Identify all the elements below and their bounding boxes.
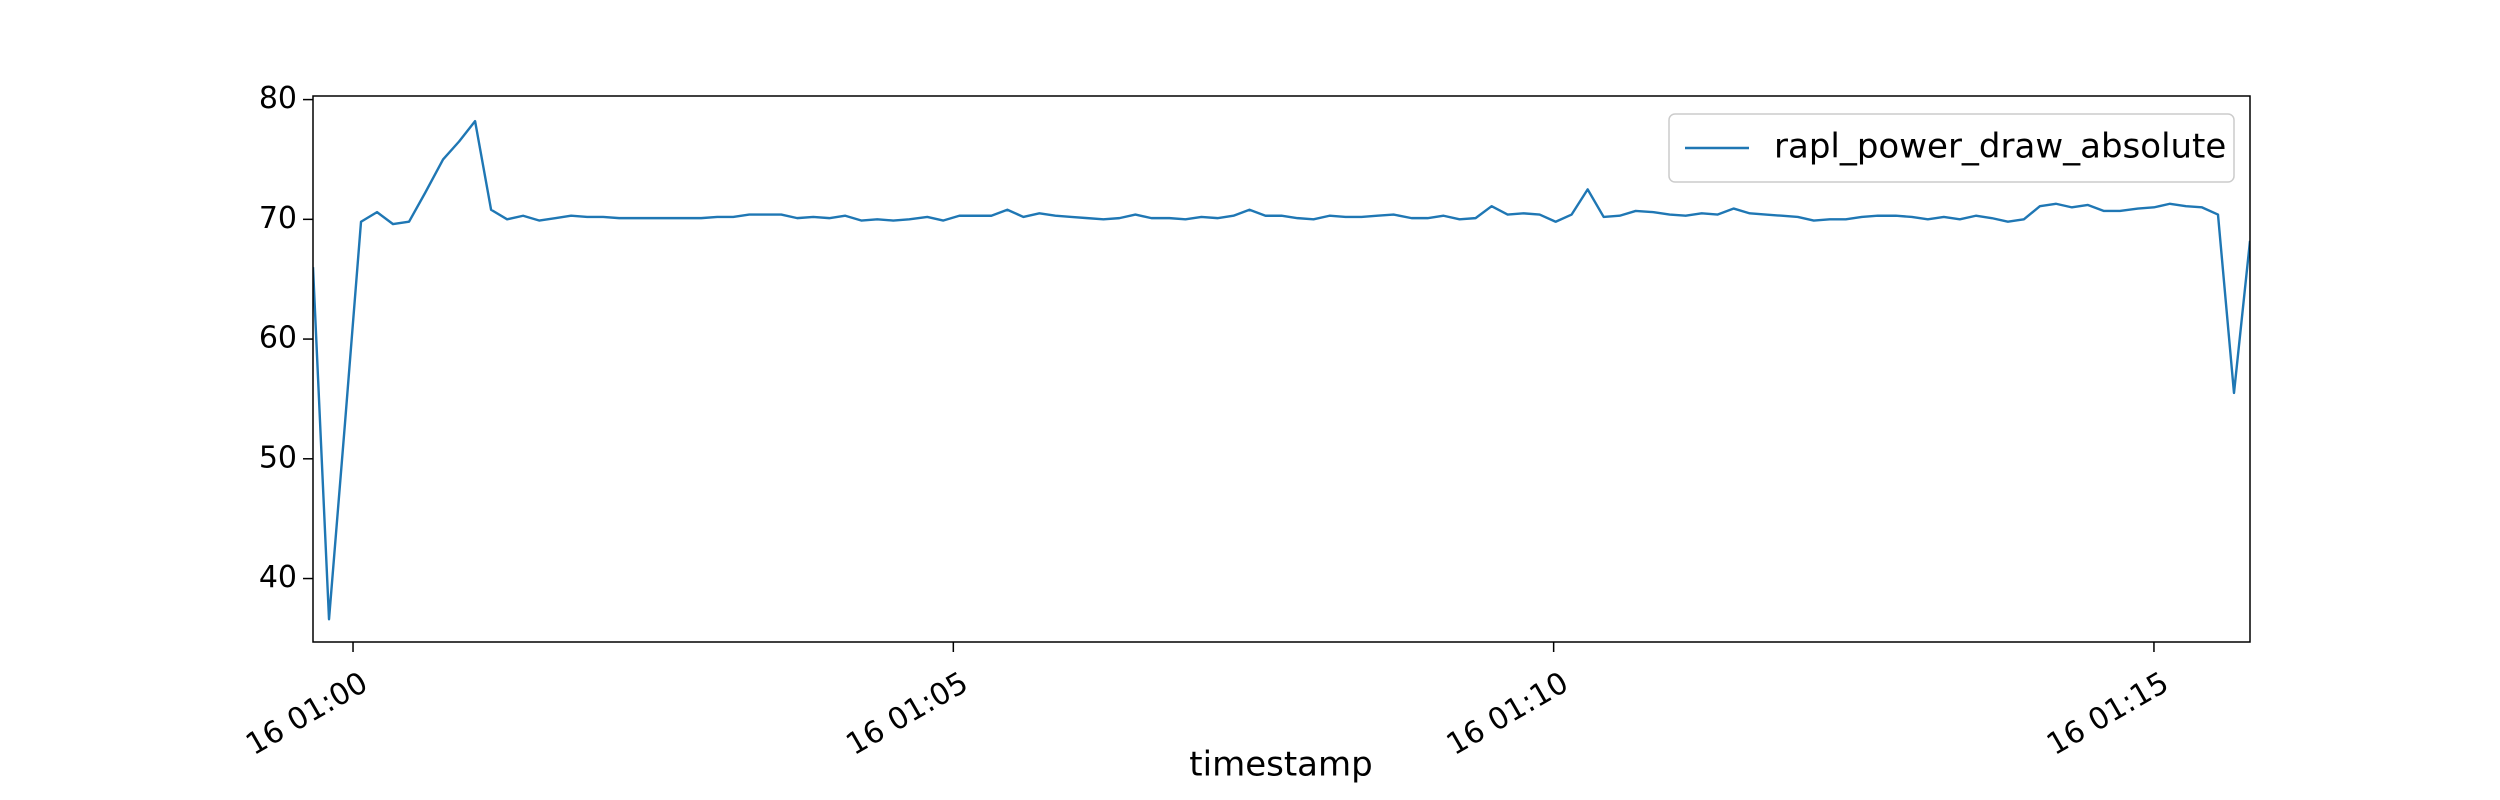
y-tick-label: 50 — [259, 440, 297, 475]
legend-box — [1668, 113, 2235, 183]
y-tick-label: 60 — [259, 321, 297, 356]
y-tick-label: 40 — [259, 560, 297, 595]
x-tick-label: 16 01:15 — [2041, 665, 2175, 762]
x-tick-label: 16 01:05 — [840, 665, 974, 762]
y-tick-label: 70 — [259, 201, 297, 236]
legend-label: rapl_power_draw_absolute — [1774, 127, 2226, 167]
y-tick-label: 80 — [259, 81, 297, 116]
x-axis-label: timestamp — [1189, 745, 1372, 785]
plot-frame — [312, 95, 2251, 643]
line-series — [313, 119, 2250, 621]
x-tick-label: 16 01:10 — [1441, 665, 1575, 762]
legend: rapl_power_draw_absolute — [1668, 113, 2235, 183]
x-tick-label: 16 01:00 — [240, 665, 374, 762]
